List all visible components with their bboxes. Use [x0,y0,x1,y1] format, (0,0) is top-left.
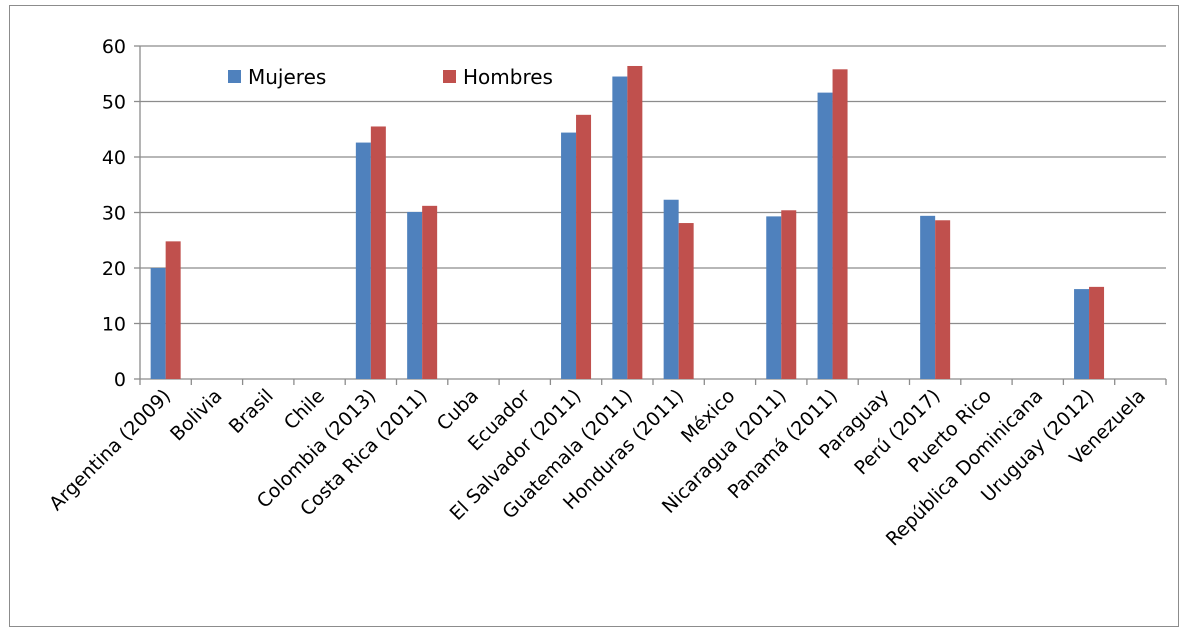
y-tick-label: 50 [102,92,126,114]
bar-mujeres [150,268,166,379]
bar-mujeres [663,199,679,379]
bar-hombres [627,65,643,379]
x-category-label: Argentina (2009) [45,385,175,515]
bar-mujeres [817,92,833,380]
bar-hombres [832,69,848,379]
bar-hombres [1089,286,1105,379]
bar-mujeres [561,132,577,379]
legend-swatch-hombres [443,70,456,83]
x-category-label: Bolivia [166,385,226,445]
bar-mujeres [920,215,936,379]
bar-hombres [165,241,181,379]
bar-hombres [576,114,592,379]
bar-hombres [422,205,438,379]
y-tick-label: 60 [102,36,126,58]
y-tick-label: 10 [102,314,126,336]
bar-mujeres [355,142,371,379]
legend-label-mujeres: Mujeres [248,65,326,89]
bar-mujeres [407,211,423,379]
y-tick-label: 30 [102,203,126,225]
y-tick-label: 40 [102,147,126,169]
y-tick-label: 20 [102,258,126,280]
chart-frame [9,5,1179,627]
x-category-label: Brasil [225,385,278,438]
legend-swatch-mujeres [228,70,241,83]
bar-mujeres [766,216,782,379]
legend-label-hombres: Hombres [463,65,553,89]
bar-mujeres [612,76,628,380]
bar-hombres [935,220,951,379]
bar-hombres [678,223,694,379]
bar-hombres [781,210,797,379]
bar-hombres [370,126,386,379]
bar-mujeres [1074,289,1090,379]
y-tick-label: 0 [114,369,126,391]
